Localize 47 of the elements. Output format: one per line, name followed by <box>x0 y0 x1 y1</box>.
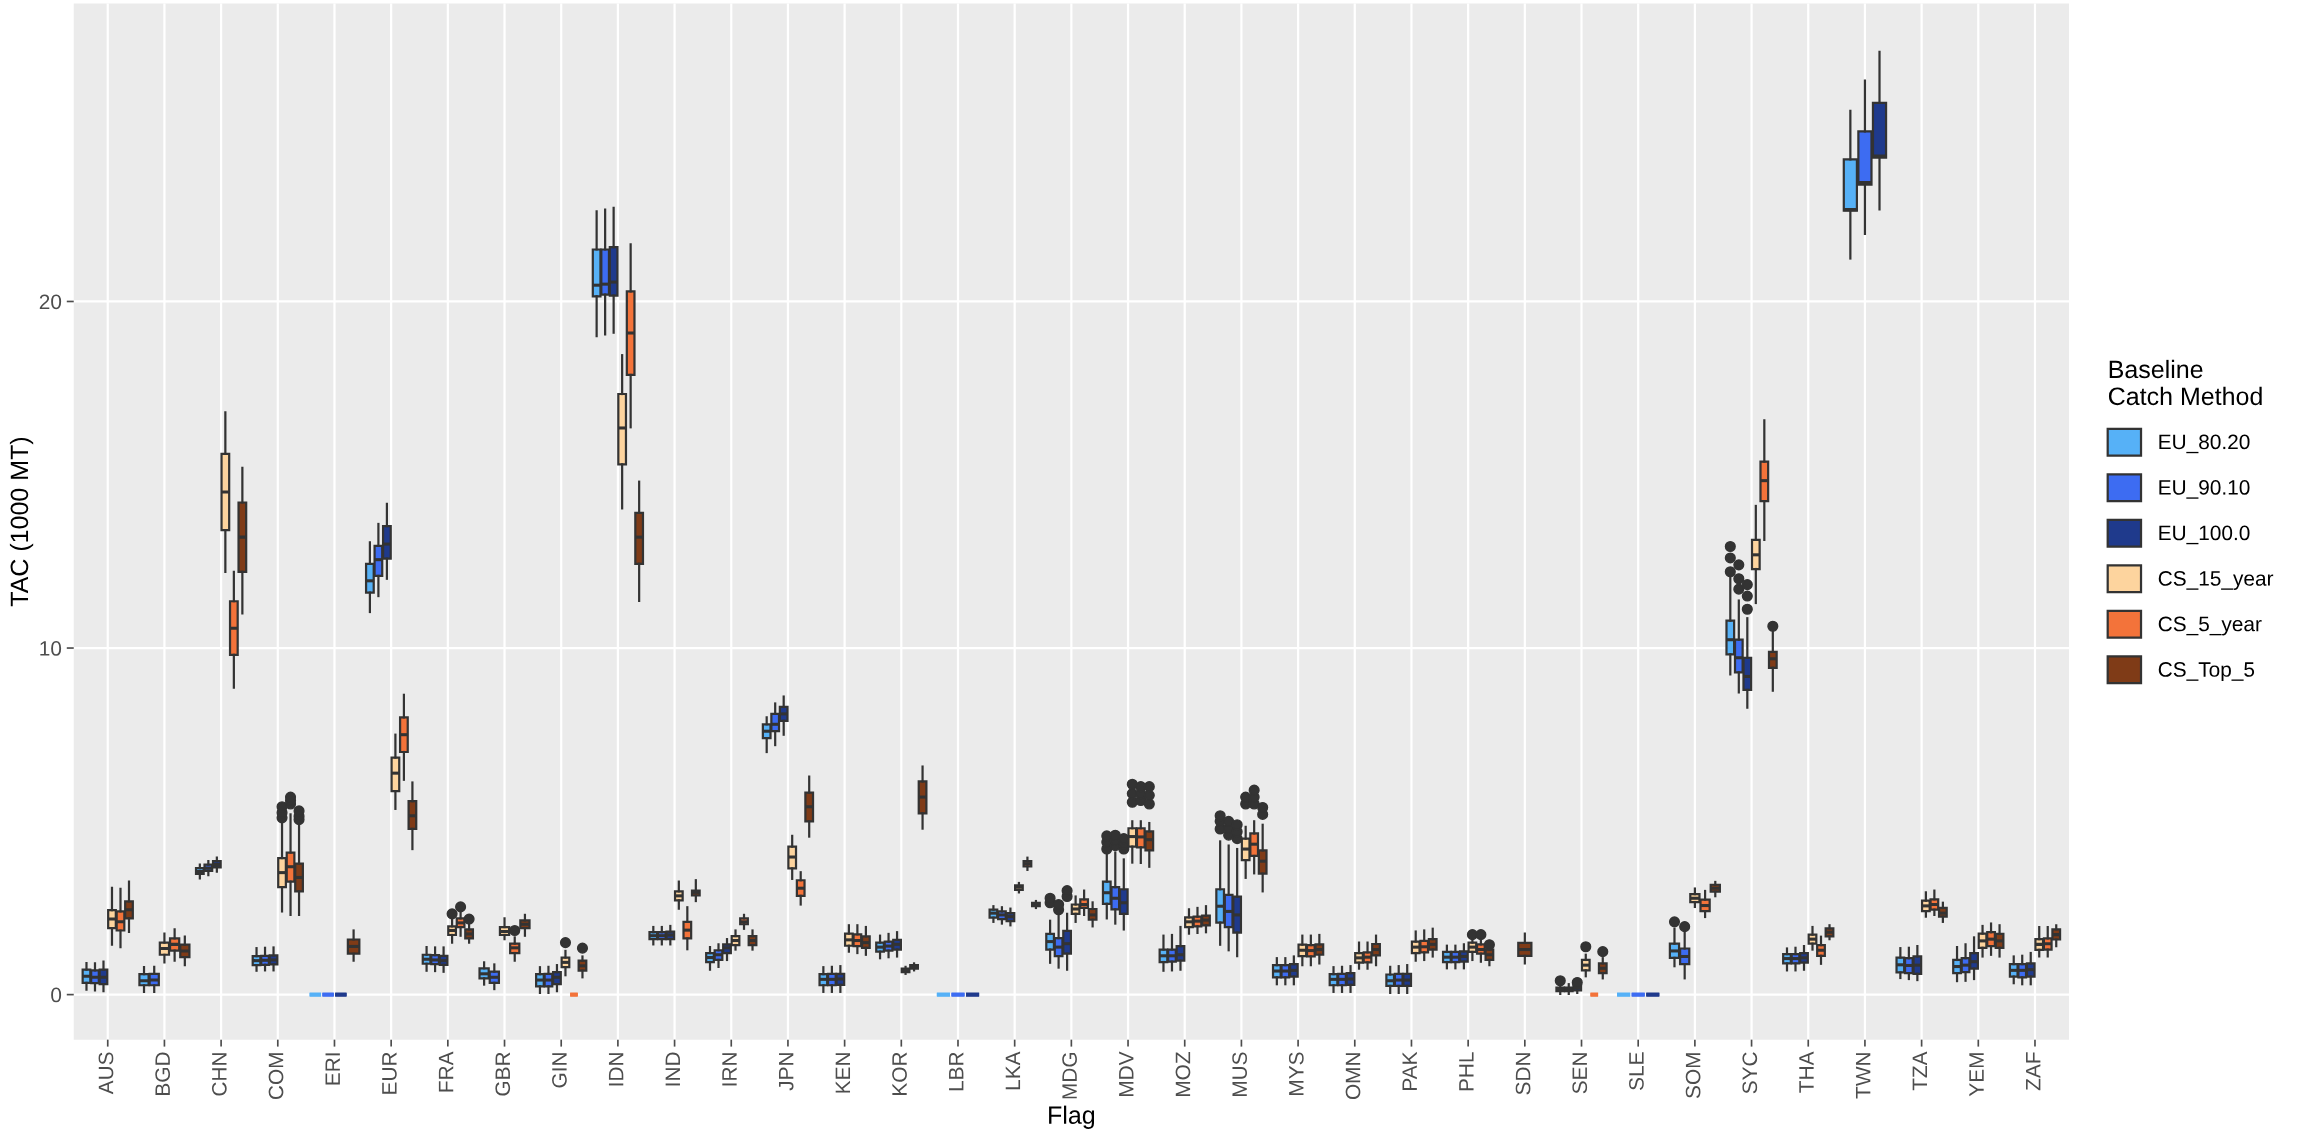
x-tick-label: KEN <box>835 1053 851 1093</box>
x-axis-title: Flag <box>1049 1105 1095 1129</box>
legend-label: EU_80.20 <box>2159 434 2250 454</box>
x-tick-label: SOM <box>1685 1053 1701 1098</box>
x-tick-label: ERI <box>325 1053 340 1085</box>
x-tick-label: PAK <box>1402 1051 1417 1090</box>
x-tick-label: MOZ <box>1175 1052 1191 1097</box>
x-tick-label: SEN <box>1572 1053 1588 1094</box>
x-tick-label: SYC <box>1742 1052 1758 1094</box>
x-tick-label: SLE <box>1629 1052 1644 1090</box>
x-tick-label: IND <box>665 1052 680 1086</box>
x-tick-label: COM <box>268 1053 284 1100</box>
legend-label: CS_Top_5 <box>2158 662 2255 681</box>
x-tick-label: LKA <box>1005 1051 1021 1090</box>
x-tick-label: MDG <box>1062 1053 1077 1099</box>
x-tick-label: JPN <box>779 1053 794 1091</box>
x-tick-label: EUR <box>382 1052 397 1094</box>
x-tick-label: MUS <box>1232 1052 1247 1097</box>
x-tick-label: SDN <box>1515 1053 1531 1095</box>
x-tick-label: BGD <box>155 1052 171 1095</box>
y-tick-label: 10 <box>40 641 62 656</box>
x-tick-label: GBR <box>495 1052 511 1096</box>
x-tick-label: CHN <box>211 1053 227 1096</box>
x-tick-label: LBR <box>949 1052 964 1091</box>
x-tick-label: YEM <box>1969 1053 1984 1097</box>
x-tick-label: AUS <box>98 1052 114 1095</box>
x-tick-label: MYS <box>1288 1052 1304 1095</box>
x-tick-label: TWN <box>1855 1053 1871 1099</box>
x-tick-label: FRA <box>438 1051 454 1092</box>
legend-label: CS_5_year <box>2158 616 2262 636</box>
x-tick-label: KOR <box>892 1052 907 1095</box>
x-tick-label: PHL <box>1459 1052 1474 1091</box>
y-tick-label: 0 <box>51 987 62 1003</box>
legend-label: CS_15_year <box>2158 571 2274 590</box>
y-axis-title: TAC (1000 MT) <box>9 437 34 607</box>
x-tick-label: IDN <box>608 1053 624 1086</box>
x-tick-label: IRN <box>722 1053 737 1086</box>
y-tick-label: 20 <box>39 294 62 310</box>
x-tick-label: ZAF <box>2026 1052 2041 1091</box>
legend-title: Baseline Catch Method <box>2108 359 2262 406</box>
legend-label: EU_90.10 <box>2159 480 2250 499</box>
x-tick-label: THA <box>1799 1051 1814 1093</box>
x-tick-label: MDV <box>1119 1051 1134 1097</box>
x-tick-label: OMN <box>1345 1053 1361 1100</box>
x-tick-label: GIN <box>552 1053 567 1088</box>
x-tick-label: TZA <box>1912 1051 1927 1091</box>
legend-label: EU_100.0 <box>2159 525 2250 545</box>
